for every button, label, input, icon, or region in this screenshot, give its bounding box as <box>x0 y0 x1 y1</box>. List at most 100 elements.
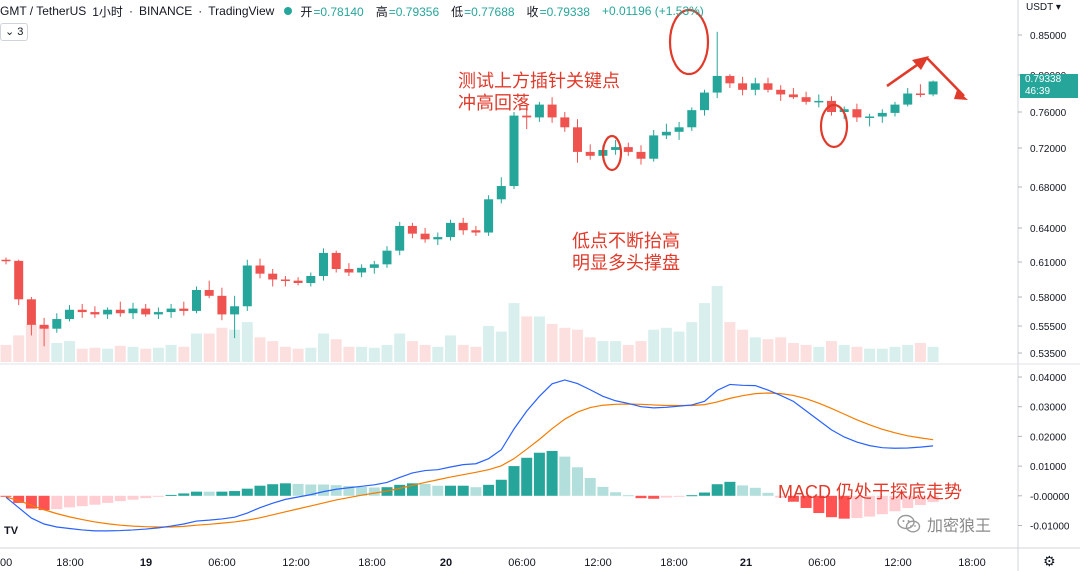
volume-bar <box>927 346 939 362</box>
tradingview-logo[interactable]: TV <box>4 525 19 537</box>
volume-bar <box>762 339 774 362</box>
candle <box>560 117 570 128</box>
volume-bar <box>292 348 304 362</box>
signal-line <box>5 392 934 528</box>
volume-bar <box>394 333 406 362</box>
macd-histogram-bar <box>521 457 533 496</box>
candle <box>890 104 900 113</box>
volume-bar <box>0 344 12 362</box>
candle <box>611 147 621 150</box>
open-value: 开=0.78140 <box>300 4 364 19</box>
currency-unit-dropdown[interactable]: USDT ▾ <box>1026 2 1061 13</box>
candle <box>484 199 494 233</box>
macd-histogram-bar <box>686 495 698 497</box>
macd-histogram-bar <box>699 492 710 496</box>
arrow-head-up <box>912 56 929 70</box>
volume-bar <box>381 344 393 362</box>
candle <box>1 259 11 262</box>
candle <box>128 308 138 314</box>
volume-bar <box>902 344 914 362</box>
macd-histogram-bar <box>203 491 215 496</box>
volume-bar <box>584 337 596 362</box>
macd-histogram-bar <box>445 485 456 496</box>
macd-histogram-bar <box>648 495 660 499</box>
volume-bar <box>76 348 88 362</box>
candle <box>395 225 405 251</box>
volume-bar <box>660 327 672 362</box>
macd-histogram-bar <box>318 484 329 496</box>
volume-bar <box>914 343 926 362</box>
candle <box>738 83 748 90</box>
time-tick-label: 19 <box>140 557 152 569</box>
time-tick-label: 12:00 <box>282 557 310 569</box>
candle <box>407 225 417 234</box>
gear-icon[interactable]: ⚙ <box>1043 553 1056 569</box>
volume-bar <box>851 346 863 362</box>
volume-bar <box>699 303 710 362</box>
annotation-pin-test: 测试上方插针关键点 冲高回落 <box>458 71 620 113</box>
candle <box>192 290 201 311</box>
macd-histogram-bar <box>178 493 190 496</box>
price-tick-label: 0.72000 <box>1030 144 1067 155</box>
volume-bar <box>495 331 507 362</box>
volume-bar <box>152 347 164 362</box>
macd-tick-label: -0.00000 <box>1030 492 1070 503</box>
candle <box>776 89 786 95</box>
volume-bar <box>470 346 482 362</box>
macd-histogram-bar <box>864 495 876 517</box>
volume-bar <box>419 344 431 362</box>
wechat-watermark: 加密狼王 <box>897 512 991 536</box>
macd-histogram-bar <box>470 487 482 496</box>
macd-tick-label: 0.01000 <box>1030 462 1067 473</box>
volume-bar <box>229 329 241 362</box>
volume-bar <box>749 337 761 362</box>
macd-histogram-bar <box>508 466 520 496</box>
macd-histogram-bar <box>533 452 545 496</box>
close-value: 收=0.79338 <box>526 4 590 19</box>
volume-bar <box>25 324 37 362</box>
volume-bar <box>483 325 495 362</box>
macd-histogram-bar <box>114 495 126 502</box>
symbol-name[interactable]: GMT / TetherUS <box>0 4 87 18</box>
price-tick-label: 0.64000 <box>1030 224 1067 235</box>
interval-label[interactable]: 1小时 <box>92 4 123 19</box>
macd-histogram-bar <box>762 492 774 496</box>
macd-histogram-bar <box>368 487 380 496</box>
volume-bar <box>140 348 152 362</box>
bar-countdown: 46:39 <box>1025 86 1051 97</box>
price-tick-label: 0.85000 <box>1030 31 1067 42</box>
candle <box>903 93 913 105</box>
macd-histogram-bar <box>724 481 736 496</box>
indicator-toggle-button[interactable]: ⌄ 3 <box>0 23 29 41</box>
macd-histogram-bar <box>673 495 685 497</box>
macd-histogram-bar <box>660 495 672 498</box>
macd-histogram-bar <box>343 485 355 496</box>
macd-histogram-bar <box>851 495 863 519</box>
volume-bar <box>216 327 228 362</box>
macd-histogram-bar <box>775 495 787 498</box>
candle <box>179 308 189 311</box>
volume-bar <box>445 335 456 362</box>
price-tick-label: 0.76000 <box>1030 108 1067 119</box>
macd-histogram-bar <box>216 491 228 496</box>
macd-histogram-bar <box>0 495 12 497</box>
candles <box>1 31 938 347</box>
time-tick-label: 06:00 <box>208 557 236 569</box>
last-price-tag: 0.79338 46:39 <box>1020 74 1078 98</box>
macd-histogram-bar <box>495 479 507 496</box>
candle <box>928 81 938 95</box>
macd-histogram-bar <box>356 486 368 496</box>
candle <box>141 308 151 315</box>
volume-bar <box>673 331 685 362</box>
volume-bar <box>775 337 787 362</box>
volume-bar <box>737 329 749 362</box>
candle <box>915 93 925 95</box>
candle <box>661 131 671 136</box>
time-tick-label: 18:00 <box>358 557 386 569</box>
macd-histogram-bar <box>165 494 177 496</box>
volume-bar <box>343 346 355 362</box>
volume-bar <box>191 333 202 362</box>
candle <box>204 290 214 296</box>
